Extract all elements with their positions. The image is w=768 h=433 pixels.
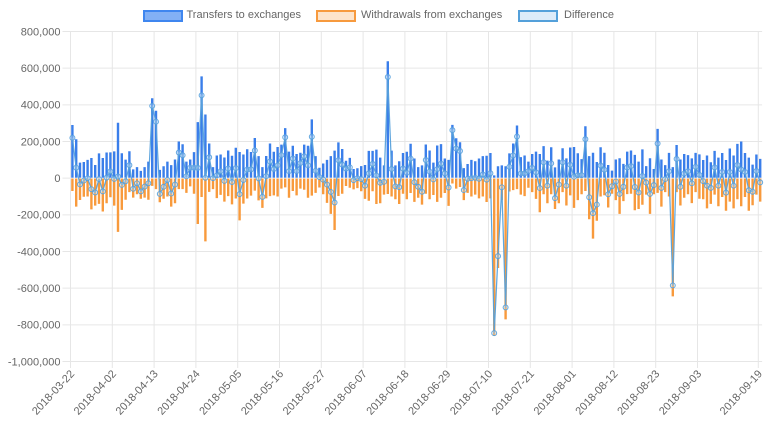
svg-text:-800,000: -800,000 bbox=[17, 320, 60, 332]
svg-text:2018-04-24: 2018-04-24 bbox=[155, 368, 202, 417]
svg-text:2018-05-27: 2018-05-27 bbox=[281, 368, 328, 417]
svg-text:800,000: 800,000 bbox=[21, 26, 61, 38]
svg-text:2018-03-22: 2018-03-22 bbox=[30, 368, 77, 417]
svg-text:2018-09-03: 2018-09-03 bbox=[657, 368, 704, 417]
svg-text:2018-07-10: 2018-07-10 bbox=[448, 368, 495, 417]
svg-text:2018-04-13: 2018-04-13 bbox=[114, 368, 161, 417]
svg-text:-200,000: -200,000 bbox=[17, 210, 60, 222]
svg-text:600,000: 600,000 bbox=[21, 63, 61, 75]
svg-text:2018-05-16: 2018-05-16 bbox=[239, 368, 286, 417]
svg-text:2018-07-21: 2018-07-21 bbox=[490, 368, 537, 417]
svg-text:200,000: 200,000 bbox=[21, 136, 61, 148]
svg-text:400,000: 400,000 bbox=[21, 100, 61, 112]
svg-text:-600,000: -600,000 bbox=[17, 283, 60, 295]
svg-text:2018-05-05: 2018-05-05 bbox=[197, 368, 244, 417]
svg-text:0: 0 bbox=[54, 173, 60, 185]
svg-text:2018-08-01: 2018-08-01 bbox=[532, 368, 579, 417]
svg-text:-1,000,000: -1,000,000 bbox=[8, 356, 61, 368]
svg-text:2018-08-23: 2018-08-23 bbox=[615, 368, 662, 417]
svg-text:2018-09-19: 2018-09-19 bbox=[718, 368, 765, 417]
svg-text:2018-06-18: 2018-06-18 bbox=[364, 368, 411, 417]
svg-text:-400,000: -400,000 bbox=[17, 246, 60, 258]
svg-text:2018-04-02: 2018-04-02 bbox=[72, 368, 119, 417]
svg-text:2018-06-29: 2018-06-29 bbox=[406, 368, 453, 417]
svg-text:2018-08-12: 2018-08-12 bbox=[573, 368, 620, 417]
svg-text:2018-06-07: 2018-06-07 bbox=[323, 368, 370, 417]
